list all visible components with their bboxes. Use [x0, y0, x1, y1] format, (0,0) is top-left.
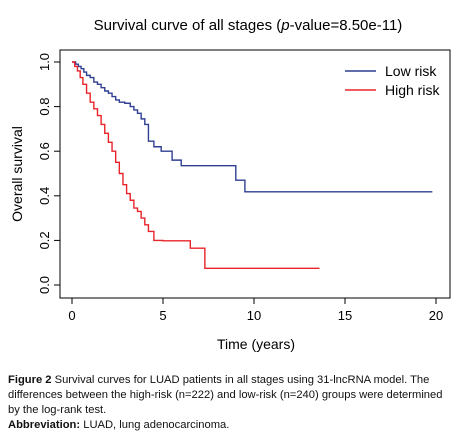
abbreviation-note: Abbreviation: LUAD, lung adenocarcinoma.	[8, 418, 456, 433]
series-line-high-risk	[72, 61, 320, 269]
x-tick-label-0: 0	[68, 308, 75, 323]
x-tick-label-20: 20	[429, 308, 443, 323]
figure-caption: Figure 2 Survival curves for LUAD patien…	[8, 373, 456, 433]
survival-chart: Survival curve of all stages (p-value=8.…	[9, 17, 451, 352]
x-tick-label-15: 15	[338, 308, 352, 323]
legend-label-low-risk: Low risk	[385, 63, 437, 79]
x-axis: 0 5 10 15 20	[68, 298, 443, 323]
legend-label-high-risk: High risk	[385, 82, 440, 98]
series-layer	[72, 61, 433, 269]
y-tick-label-0.2: 0.2	[37, 231, 52, 249]
legend: Low risk High risk	[345, 63, 440, 98]
figure-label: Figure 2	[8, 374, 52, 386]
y-tick-label-1.0: 1.0	[37, 53, 52, 71]
y-tick-label-0.6: 0.6	[37, 142, 52, 160]
x-tick-label-10: 10	[247, 308, 261, 323]
y-axis: 0.0 0.2 0.4 0.6 0.8 1.0	[37, 53, 60, 294]
y-tick-label-0.0: 0.0	[37, 276, 52, 294]
y-tick-label-0.8: 0.8	[37, 98, 52, 116]
abbreviation-label: Abbreviation:	[8, 419, 81, 431]
figure-text: Survival curves for LUAD patients in all…	[8, 374, 443, 416]
plot-frame	[59, 49, 451, 299]
x-tick-label-5: 5	[159, 308, 166, 323]
y-axis-label: Overall survival	[9, 126, 25, 222]
y-tick-label-0.4: 0.4	[37, 187, 52, 205]
figure-description: Figure 2 Survival curves for LUAD patien…	[8, 373, 456, 418]
chart-title: Survival curve of all stages (p-value=8.…	[94, 17, 403, 34]
series-line-low-risk	[72, 61, 433, 193]
abbreviation-text: LUAD, lung adenocarcinoma.	[80, 419, 230, 431]
x-axis-label: Time (years)	[217, 336, 295, 352]
